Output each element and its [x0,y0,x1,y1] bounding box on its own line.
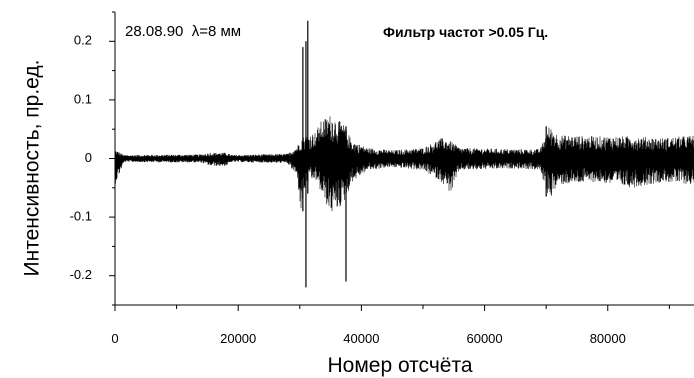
y-axis-title: Интенсивность, пр.ед. [21,60,44,277]
x-tick-label: 20000 [220,331,256,346]
y-tick-label: 0.1 [74,91,92,106]
ticks [109,11,670,311]
signal-line [114,116,694,212]
filter-annotation: Фильтр частот >0.05 Гц. [383,24,548,40]
y-tick-label: 0 [85,150,92,165]
x-tick-label: 40000 [343,331,379,346]
y-tick-label: -0.2 [70,267,92,282]
y-tick-label: -0.1 [70,209,92,224]
tick-labels: 0.2 0.1 0 -0.1 -0.2 0 20000 40000 60000 80000 [70,33,626,346]
date-wavelength-annotation: 28.08.90 λ=8 мм [125,23,241,40]
x-axis-title: Номер отсчёта [327,354,472,377]
x-tick-label: 80000 [590,331,626,346]
x-tick-label: 0 [111,331,118,346]
y-tick-label: 0.2 [74,33,92,48]
signal-trace [114,20,694,288]
x-tick-label: 60000 [466,331,502,346]
